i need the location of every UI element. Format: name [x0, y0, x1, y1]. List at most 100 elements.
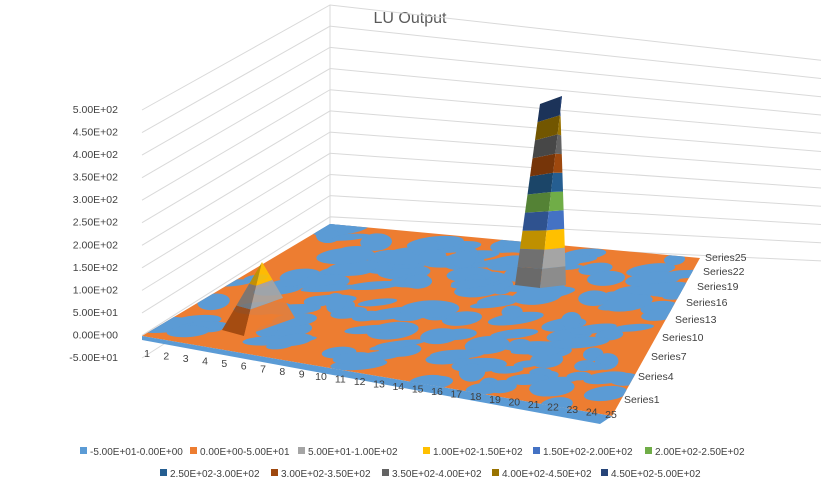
z-tick-label: -5.00E+01 [69, 352, 118, 364]
surface-patch [458, 363, 486, 382]
surface-patch [583, 371, 629, 385]
z-tick-label: 3.50E+02 [73, 172, 118, 184]
z-tick-label: 5.00E+02 [73, 104, 118, 116]
tall-peak-face-right [548, 191, 564, 212]
x-tick-label: 3 [183, 353, 189, 365]
tall-peak-face-left [520, 230, 547, 250]
tall-peak-face-right [540, 266, 566, 288]
x-tick-label: 6 [241, 361, 247, 373]
x-tick-label: 18 [470, 391, 482, 403]
tall-peak-face-right [542, 247, 566, 269]
small-peak-face-left [236, 283, 257, 310]
surface-patch [430, 349, 485, 360]
surface-peaks [222, 96, 566, 336]
surface-patch [561, 311, 582, 329]
surface-patch [419, 249, 447, 263]
legend-swatch [492, 469, 499, 476]
z-tick-label: 0.00E+00 [73, 330, 118, 342]
surface-patch [344, 324, 395, 335]
surface-patch [513, 360, 540, 368]
surface-patch [507, 338, 533, 354]
surface-patch [316, 247, 375, 265]
surface-patch [627, 282, 685, 295]
x-tick-label: 15 [412, 384, 424, 396]
tall-peak-face-right [555, 134, 562, 155]
surface-patch [346, 280, 402, 291]
x-tick-label: 4 [202, 356, 208, 368]
legend-swatch [80, 447, 87, 454]
small-peak-face-left [249, 262, 262, 286]
series-tick-label: Series10 [662, 332, 704, 344]
surface-patch [451, 250, 476, 268]
tall-peak-face-left [530, 153, 556, 177]
gridline [141, 25, 821, 133]
legend-label: 1.50E+02-2.00E+02 [543, 447, 633, 458]
tall-peak-face-left [515, 266, 543, 288]
surface-patch [602, 293, 653, 312]
x-tick-label: 2 [163, 351, 169, 363]
series-tick-label: Series4 [638, 371, 674, 383]
legend-label: -5.00E+01-0.00E+00 [90, 447, 183, 458]
surface-edge [142, 336, 612, 424]
tall-peak-face-right [557, 115, 562, 136]
series-tick-label: Series13 [675, 314, 717, 326]
surface-patch [464, 335, 510, 355]
tall-peak-face-right [544, 228, 565, 250]
z-tick-label: 5.00E+01 [73, 307, 118, 319]
surface-patch [166, 325, 210, 338]
legend-swatch [645, 447, 652, 454]
x-tick-label: 22 [547, 401, 559, 413]
surface-patch [663, 254, 686, 266]
legend-swatch [533, 447, 540, 454]
tall-peak-face-left [517, 248, 545, 269]
small-peak-face-right [244, 297, 295, 336]
surface-patch [450, 279, 493, 289]
x-tick-label: 10 [315, 371, 327, 383]
tall-peak-face-left [537, 96, 562, 123]
small-peak-face-left [222, 305, 251, 336]
surface-patch [611, 323, 655, 332]
z-tick-label: 1.50E+02 [73, 262, 118, 274]
legend-swatch [271, 469, 278, 476]
series-tick-label: Series19 [697, 281, 739, 293]
legend-label: 4.50E+02-5.00E+02 [611, 469, 701, 480]
x-tick-label: 8 [279, 366, 285, 378]
surface-patch [303, 295, 332, 307]
x-tick-label: 23 [566, 404, 578, 416]
surface-patch [569, 323, 617, 335]
tall-peak-face-right [553, 153, 563, 173]
gridline [141, 4, 821, 111]
z-tick-label: 2.50E+02 [73, 217, 118, 229]
z-tick-label: 2.00E+02 [73, 239, 118, 251]
x-tick-label: 21 [528, 399, 540, 411]
surface-patch [578, 290, 610, 307]
z-tick-label: 3.00E+02 [73, 194, 118, 206]
surface-patch [587, 270, 626, 286]
surface-patch [527, 345, 562, 357]
series-tick-label: Series7 [651, 351, 687, 363]
legend-swatch [601, 469, 608, 476]
surface-patch [357, 298, 398, 307]
surface-patch [477, 295, 517, 306]
z-axis-ticks: 5.00E+02 4.50E+02 4.00E+02 3.50E+02 3.00E+02… [69, 104, 118, 364]
tall-peak-face-right [546, 210, 565, 231]
surface-patch [501, 305, 523, 319]
legend-swatch [190, 447, 197, 454]
x-tick-label: 19 [489, 394, 501, 406]
surface-patch [369, 341, 419, 351]
legend-label: 3.00E+02-3.50E+02 [281, 469, 371, 480]
series-tick-label: Series16 [686, 297, 728, 309]
legend-label: 3.50E+02-4.00E+02 [392, 469, 482, 480]
x-tick-label: 25 [605, 409, 617, 421]
chart-title: LU Output [374, 10, 447, 27]
surface-patch [315, 229, 339, 240]
x-tick-label: 12 [354, 376, 366, 388]
gridline [141, 131, 821, 246]
x-tick-label: 9 [299, 368, 305, 380]
x-tick-label: 17 [450, 389, 462, 401]
x-tick-label: 7 [260, 363, 266, 375]
surface-patch [268, 278, 305, 288]
surface-patch [360, 233, 392, 251]
series-tick-label: Series22 [703, 266, 745, 278]
